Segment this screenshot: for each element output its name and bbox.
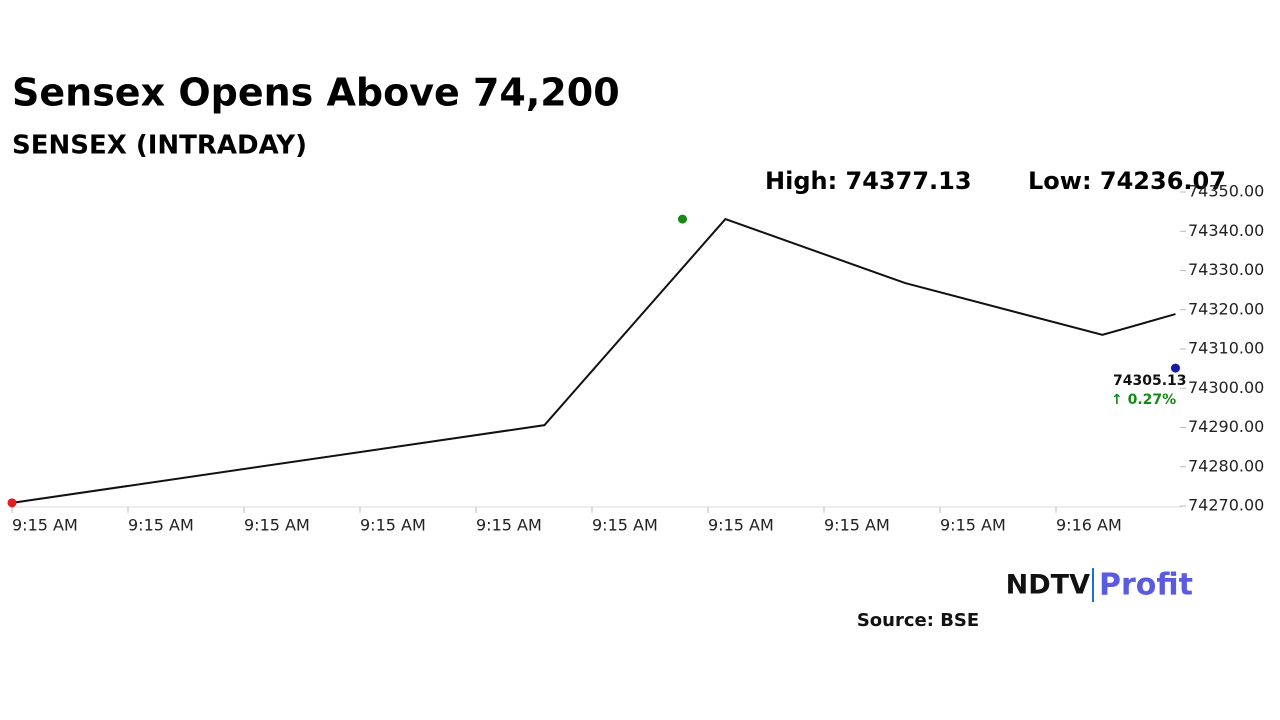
marker-dot [7,498,17,508]
x-tick-label: 9:15 AM [824,516,890,535]
price-line [11,217,1176,504]
y-tick-label: 74290.00 [1188,417,1264,436]
y-tick-label: 74270.00 [1188,496,1264,515]
x-tick-label: 9:15 AM [708,516,774,535]
x-tick-label: 9:15 AM [360,516,426,535]
y-tick-label: 74330.00 [1188,260,1264,279]
x-tick-label: 9:15 AM [244,516,310,535]
low-label: Low: 74236.07 [1028,167,1226,195]
y-tick-label: 74340.00 [1188,221,1264,240]
marker-dot [677,214,687,224]
x-tick-label: 9:15 AM [592,516,658,535]
chart-subtitle: SENSEX (INTRADAY) [12,131,307,161]
source: Source: BSE [857,610,979,631]
x-tick-label: 9:15 AM [128,516,194,535]
y-tick-label: 74280.00 [1188,456,1264,475]
logo-ndtv: NDTV [1006,570,1090,601]
y-tick-label: 74310.00 [1188,339,1264,358]
last-value: 74305.13 [1113,373,1187,389]
x-tick-label: 9:15 AM [12,516,78,535]
marker-dot [1170,363,1180,373]
last-change: ↑ 0.27% [1111,392,1176,408]
x-tick-label: 9:15 AM [940,516,1006,535]
logo-profit: Profit [1099,568,1193,603]
high-label: High: 74377.13 [765,167,972,195]
x-tick-label: 9:16 AM [1056,516,1122,535]
y-tick-label: 74350.00 [1188,182,1264,201]
y-tick-label: 74320.00 [1188,299,1264,318]
x-tick-label: 9:15 AM [476,516,542,535]
y-tick-label: 74300.00 [1188,378,1264,397]
chart-title: Sensex Opens Above 74,200 [12,71,620,115]
